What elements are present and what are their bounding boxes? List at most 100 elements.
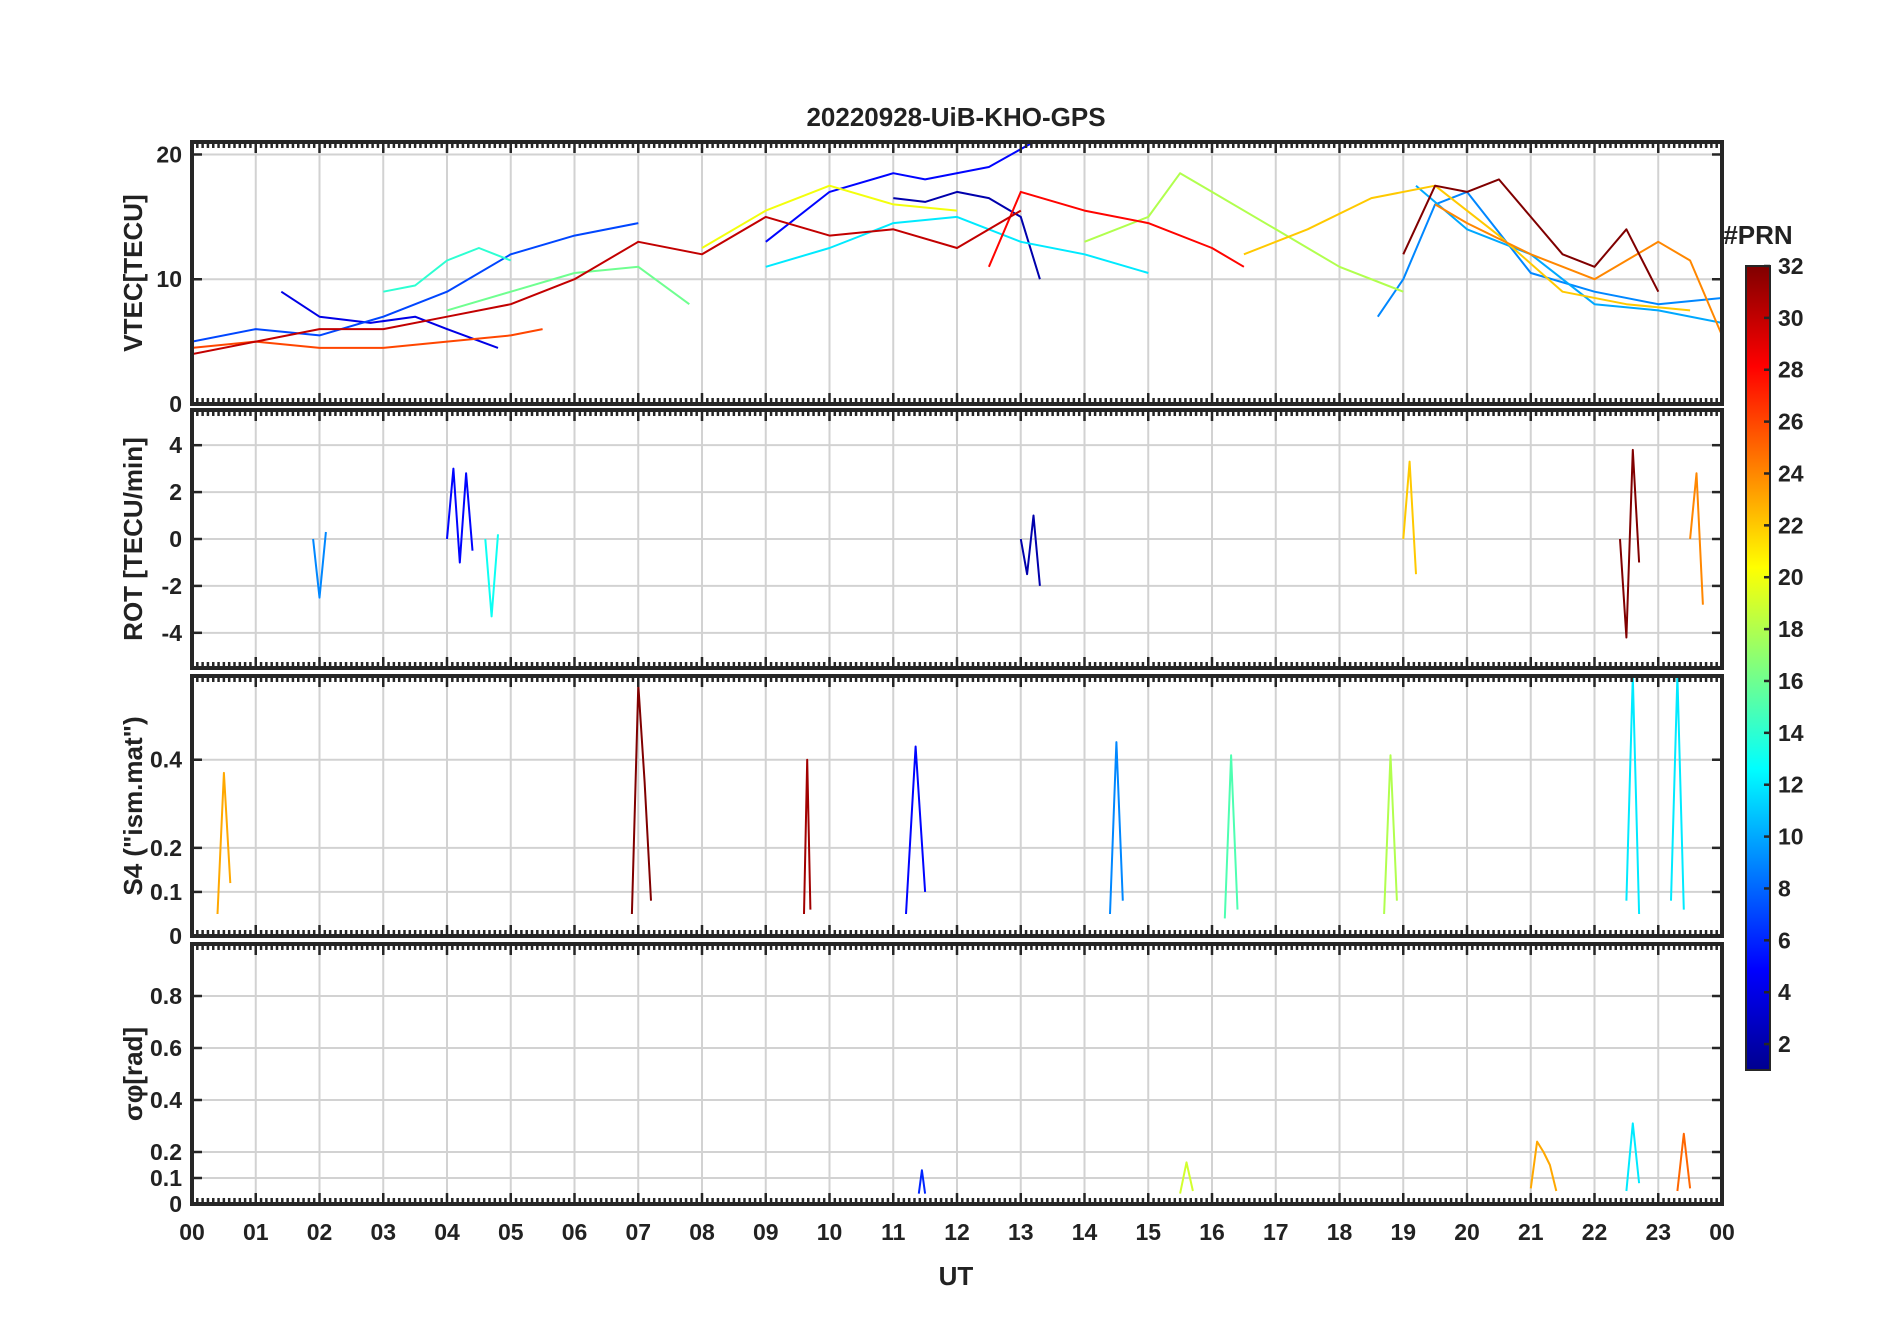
y-tick-label: 0.8: [150, 983, 182, 1009]
traces-sigma_phi: [917, 1122, 1692, 1194]
x-tick-label: 06: [562, 1219, 588, 1245]
y-tick-label: 0: [169, 1191, 182, 1217]
x-tick-label: 21: [1518, 1219, 1544, 1245]
y-tick-label: 2: [169, 479, 182, 505]
y-tick-label: 10: [156, 266, 182, 292]
trace-prn-12: [765, 215, 1149, 274]
y-tick-label: 0.4: [150, 747, 182, 773]
y-tick-label: 0.4: [150, 1087, 182, 1113]
traces-vtec: [192, 142, 1722, 356]
panel-sigma_phi: 00.10.2 0.4 0.6 0.8σφ[rad]: [118, 942, 1724, 1217]
colorbar-tick-label: 22: [1778, 512, 1804, 538]
colorbar-tick-label: 6: [1778, 927, 1791, 953]
trace-prn-5: [446, 467, 474, 564]
panel-s4: 0 0.1 0.2 0.4S4 ("ism.mat"): [118, 674, 1724, 949]
colorbar-tick-label: 10: [1778, 824, 1804, 850]
colorbar-gradient: [1745, 265, 1771, 1071]
x-tick-label: 17: [1263, 1219, 1289, 1245]
colorbar-tick-label: 26: [1778, 409, 1804, 435]
y-tick-label: 0.1: [150, 1165, 182, 1191]
x-tick-label: 04: [434, 1219, 460, 1245]
x-tick-label: 20: [1454, 1219, 1480, 1245]
x-tick-label: 10: [817, 1219, 843, 1245]
y-axis-label-rot: ROT [TECU/min]: [118, 437, 148, 641]
colorbar-tick-label: 2: [1778, 1031, 1791, 1057]
colorbar-tick-label: 8: [1778, 875, 1791, 901]
trace-prn-7: [192, 222, 639, 343]
x-tick-label: 05: [498, 1219, 524, 1245]
x-tick-label: 07: [625, 1219, 651, 1245]
trace-prn-28: [987, 190, 1245, 268]
colorbar-tick-label: 30: [1778, 305, 1804, 331]
trace-prn-18: [1084, 172, 1404, 293]
x-tick-label: 12: [944, 1219, 970, 1245]
x-tick-labels: 00 01 02 03 04 05 06 07 08 09 10 11 12 13 14 15 16 17 18 19…: [179, 1219, 1735, 1245]
trace-prn-9: [312, 531, 327, 599]
trace-prn-23: [216, 771, 232, 915]
trace-prn-14: [383, 247, 512, 293]
x-tick-label: 09: [753, 1219, 779, 1245]
x-tick-label: 14: [1072, 1219, 1098, 1245]
y-tick-label: -4: [162, 620, 183, 646]
trace-prn-16: [446, 265, 690, 312]
trace-prn-12: [1670, 676, 1685, 910]
colorbar: #PRN 32 30 28 26 24 22 20 18 16 14 12 10 8 6 4 2: [1723, 220, 1804, 1071]
x-tick-label: 00: [179, 1219, 205, 1245]
trace-prn-18: [1383, 754, 1398, 915]
y-tick-label: 0: [169, 923, 182, 949]
y-tick-label: 0: [169, 526, 182, 552]
colorbar-tick-label: 28: [1778, 357, 1804, 383]
colorbar-tick-label: 32: [1778, 253, 1804, 279]
x-tick-label: 02: [307, 1219, 333, 1245]
trace-prn-2: [1019, 514, 1041, 586]
y-tick-label: 0.2: [150, 835, 182, 861]
x-tick-label: 22: [1582, 1219, 1608, 1245]
y-tick-label: 0.1: [150, 879, 182, 905]
trace-prn-9: [1376, 190, 1722, 318]
chart-title: 20220928-UiB-KHO-GPS: [806, 102, 1105, 132]
trace-prn-2: [893, 190, 1041, 280]
trace-prn-20: [701, 184, 958, 249]
trace-prn-31: [803, 758, 812, 915]
trace-prn-19: [1179, 1161, 1194, 1194]
y-tick-label: 20: [156, 141, 182, 167]
colorbar-tick-label: 16: [1778, 668, 1804, 694]
traces-s4: [216, 676, 1685, 919]
x-tick-label: 03: [370, 1219, 396, 1245]
x-tick-label: 23: [1645, 1219, 1671, 1245]
x-tick-label: 15: [1135, 1219, 1161, 1245]
trace-prn-24: [1434, 203, 1722, 336]
trace-prn-25: [1676, 1132, 1692, 1192]
trace-prn-5: [765, 142, 1034, 243]
trace-prn-32: [1402, 178, 1660, 293]
trace-prn-12: [1625, 1122, 1641, 1192]
colorbar-label: #PRN: [1723, 220, 1792, 250]
trace-prn-22: [1243, 184, 1691, 312]
x-tick-label: 18: [1327, 1219, 1353, 1245]
colorbar-tick-label: 20: [1778, 564, 1804, 590]
trace-prn-5: [905, 745, 927, 915]
trace-prn-12: [1625, 676, 1641, 915]
x-tick-label: 08: [689, 1219, 715, 1245]
x-tick-label: 16: [1199, 1219, 1225, 1245]
y-tick-label: 0.2: [150, 1139, 182, 1165]
trace-prn-4: [280, 290, 499, 349]
trace-prn-24: [1689, 472, 1704, 605]
colorbar-tick-label: 18: [1778, 616, 1804, 642]
panel-rot: -4 -2 0 2 4 ROT [TECU/min]: [118, 408, 1724, 670]
trace-prn-10: [1415, 184, 1722, 324]
y-axis-label-vtec: VTEC[TECU]: [118, 194, 148, 351]
x-axis-label: UT: [939, 1261, 974, 1291]
y-axis-label-s4: S4 ("ism.mat"): [118, 716, 148, 895]
trace-prn-15: [1223, 754, 1239, 919]
trace-prn-32: [1619, 448, 1641, 639]
y-tick-label: 0.6: [150, 1035, 182, 1061]
trace-prn-22: [1402, 460, 1417, 575]
x-tick-label: 13: [1008, 1219, 1034, 1245]
y-tick-label: 0: [169, 391, 182, 417]
trace-prn-9: [1109, 741, 1124, 915]
x-tick-label: 19: [1390, 1219, 1416, 1245]
x-tick-label: 00: [1709, 1219, 1735, 1245]
